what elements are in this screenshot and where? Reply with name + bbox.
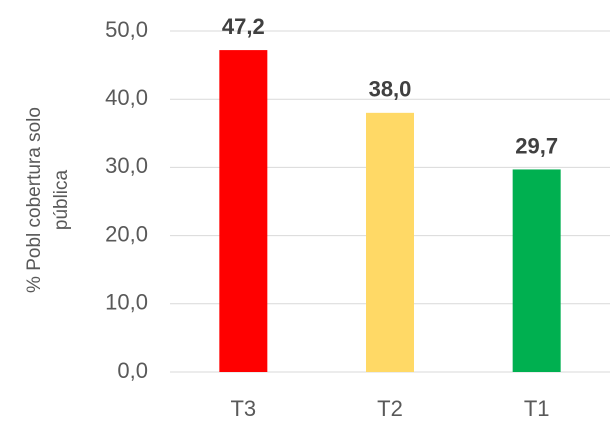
y-tick-label: 50,0 (105, 17, 148, 42)
data-label: 47,2 (222, 14, 265, 39)
bar (512, 169, 561, 372)
data-label: 29,7 (515, 133, 558, 158)
x-tick-label: T1 (524, 396, 550, 421)
y-axis-label: pública (51, 169, 72, 230)
x-tick-label: T2 (377, 396, 403, 421)
y-tick-label: 0,0 (117, 358, 148, 383)
x-tick-label: T3 (230, 396, 256, 421)
y-tick-label: 30,0 (105, 153, 148, 178)
y-tick-label: 40,0 (105, 85, 148, 110)
y-tick-label: 20,0 (105, 221, 148, 246)
y-axis-label: % Pobl cobertura solo (24, 107, 45, 293)
bar (219, 50, 268, 372)
bar (366, 112, 414, 372)
y-tick-label: 10,0 (105, 290, 148, 315)
data-label: 38,0 (369, 77, 412, 102)
